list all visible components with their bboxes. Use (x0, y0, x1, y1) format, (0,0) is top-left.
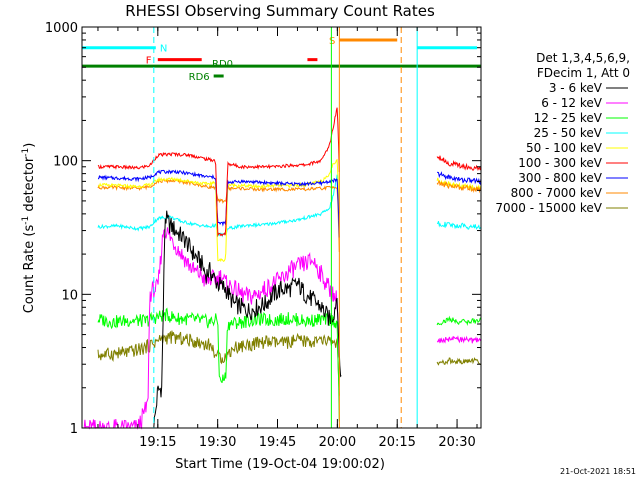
y-axis-label-suffix: detector (22, 156, 37, 216)
x-tick-label: 20:30 (438, 435, 475, 450)
chart-title: RHESSI Observing Summary Count Rates (125, 2, 435, 20)
legend-header-line: Det 1,3,4,5,6,9, (536, 51, 630, 65)
series-line-after-gap (436, 335, 482, 344)
legend-entry-label: 7000 - 15000 keV (495, 201, 602, 215)
legend-header-line: FDecim 1, Att 0 (537, 66, 630, 80)
series-line (82, 227, 340, 430)
series-line-after-gap (436, 155, 482, 172)
legend-entry-label: 300 - 800 keV (518, 171, 602, 185)
legend-entry-label: 6 - 12 keV (541, 96, 603, 110)
y-tick-label: 100 (53, 155, 78, 170)
series-line (97, 169, 340, 238)
legend: Det 1,3,4,5,6,9,FDecim 1, Att 03 - 6 keV… (495, 51, 630, 215)
series-line-after-gap (436, 315, 482, 327)
legend-entry-label: 100 - 300 keV (518, 156, 602, 170)
legend-entry-label: 12 - 25 keV (534, 111, 603, 125)
status-bar-label: RD6 (189, 72, 210, 83)
y-axis-label-prefix: Count Rate (s (22, 225, 37, 314)
x-axis-label: Start Time (19-Oct-04 19:00:02) (175, 457, 385, 472)
x-tick-label: 20:15 (378, 435, 415, 450)
status-bar-label: F (146, 56, 152, 67)
legend-entry-label: 50 - 100 keV (526, 141, 603, 155)
legend-entry-label: 25 - 50 keV (534, 126, 603, 140)
status-bar-label: N (160, 44, 167, 55)
series-line (97, 158, 340, 263)
series-line (153, 210, 342, 429)
series-line-after-gap (436, 179, 482, 194)
series-line (97, 177, 340, 253)
series-line-after-gap (436, 171, 482, 186)
y-axis-label-superscript-2: -1 (21, 148, 31, 157)
y-tick-label: 10 (61, 288, 78, 303)
y-axis-label-superscript: -1 (21, 216, 31, 225)
x-tick-label: 19:30 (199, 435, 236, 450)
y-tick-label: 1000 (45, 21, 78, 36)
x-tick-label: 19:45 (259, 435, 296, 450)
x-tick-label: 19:15 (139, 435, 176, 450)
status-bar-label: RD0 (212, 59, 233, 70)
generation-timestamp: 21-Oct-2021 18:51 (560, 467, 636, 476)
legend-entry-label: 800 - 7000 keV (511, 186, 603, 200)
series-line (97, 307, 340, 422)
series-line (97, 107, 340, 238)
status-bar-label: S (329, 36, 335, 47)
y-axis-label-end: ) (22, 143, 37, 148)
x-tick-label: 20:00 (319, 435, 356, 450)
plot-frame (81, 26, 482, 429)
series-line-after-gap (436, 221, 482, 230)
legend-entry-label: 3 - 6 keV (549, 81, 603, 95)
y-axis-label: Count Rate (s-1 detector-1) (21, 143, 37, 314)
y-tick-label: 1 (70, 422, 78, 437)
series-line-after-gap (436, 357, 482, 366)
